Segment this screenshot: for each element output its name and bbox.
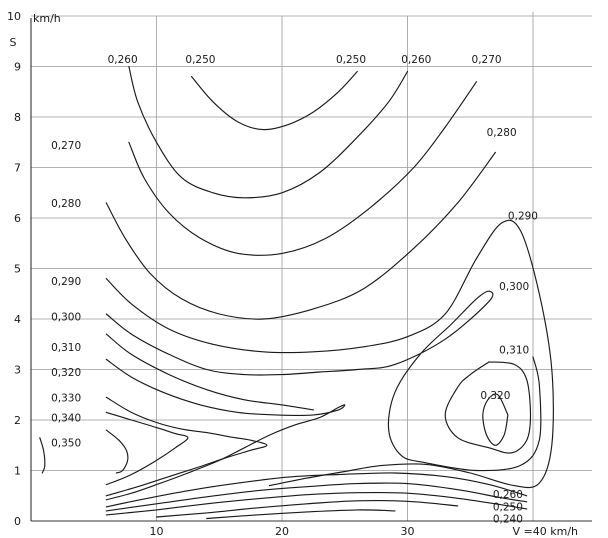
contour-line-unlabeled xyxy=(206,509,396,520)
contour-line-0310 xyxy=(105,333,314,411)
x-tick-label: 20 xyxy=(275,525,289,538)
contour-label: 0,260 xyxy=(108,54,138,66)
tick-labels: 0 1 2 3 4 5 6 7 8 9 10 10 20 30 xyxy=(7,10,415,538)
y-tick-label: 8 xyxy=(14,111,21,124)
contour-line-0270 xyxy=(128,81,478,256)
contour-label: 0,290 xyxy=(51,276,81,288)
y-tick-label: 10 xyxy=(7,10,21,23)
y-tick-label: 3 xyxy=(14,364,21,377)
contour-label: 0,350 xyxy=(51,438,81,450)
contour-label: 0,250 xyxy=(493,501,523,513)
contour-label: 0,320 xyxy=(480,390,510,402)
contour-line-0260 xyxy=(128,65,409,199)
y-tick-label: 6 xyxy=(14,212,21,225)
axes xyxy=(30,18,592,522)
x-tick-label: 30 xyxy=(401,525,415,538)
contour-label: 0,290 xyxy=(508,210,538,222)
contour-label: 0,340 xyxy=(51,412,81,424)
contour-line-0250 xyxy=(191,70,358,131)
x-tick-label: 10 xyxy=(150,525,164,538)
y-tick-label: 4 xyxy=(14,313,21,326)
y-tick-label: 2 xyxy=(14,414,21,427)
contour-label: 0,250 xyxy=(185,54,215,66)
y-tick-label: 9 xyxy=(14,61,21,74)
contour-line-0320 xyxy=(105,358,346,501)
contour-line-0310 xyxy=(444,361,532,454)
contour-label: 0,300 xyxy=(499,281,529,293)
contour-line-0350 xyxy=(39,437,46,474)
contour-label: 0,300 xyxy=(51,311,81,323)
grid xyxy=(31,12,592,521)
contour-label: 0,270 xyxy=(51,140,81,152)
y-axis-unit: km/h xyxy=(33,12,61,25)
contour-label: 0,280 xyxy=(487,127,517,139)
y-tick-label: 5 xyxy=(14,263,21,276)
contour-line-0250 xyxy=(105,482,528,512)
contour-line-0340 xyxy=(105,411,189,486)
contour-label: 0,310 xyxy=(51,342,81,354)
contour-line-0290 xyxy=(105,219,554,489)
y-tick-label: 1 xyxy=(14,465,21,478)
contour-line-unlabeled xyxy=(155,499,459,518)
x-axis-label: V =40 km/h xyxy=(513,525,579,538)
contour-line-0300 xyxy=(105,290,542,472)
y-tick-label: 0 xyxy=(14,515,21,528)
y-tick-label: 7 xyxy=(14,162,21,175)
contour-label: 0,270 xyxy=(472,54,502,66)
contour-lines xyxy=(39,65,554,520)
contour-label: 0,260 xyxy=(493,489,523,501)
contour-line-0240 xyxy=(105,491,528,516)
contour-label: 0,260 xyxy=(401,54,431,66)
contour-label: 0,240 xyxy=(493,513,523,525)
y-axis-symbol: S xyxy=(10,36,17,49)
contour-label: 0,250 xyxy=(336,54,366,66)
contour-labels: 0,260 0,250 0,250 0,260 0,2700,2700,2800,280… xyxy=(51,54,538,526)
contour-line-0280 xyxy=(105,151,496,320)
contour-label: 0,310 xyxy=(499,344,529,356)
contour-line-0320 xyxy=(482,393,509,446)
contour-label: 0,280 xyxy=(51,198,81,210)
contour-line-0260 xyxy=(105,472,528,508)
contour-label: 0,320 xyxy=(51,367,81,379)
contour-label: 0,330 xyxy=(51,392,81,404)
contour-line-0350 xyxy=(105,429,129,474)
contour-line-0330 xyxy=(105,396,268,497)
